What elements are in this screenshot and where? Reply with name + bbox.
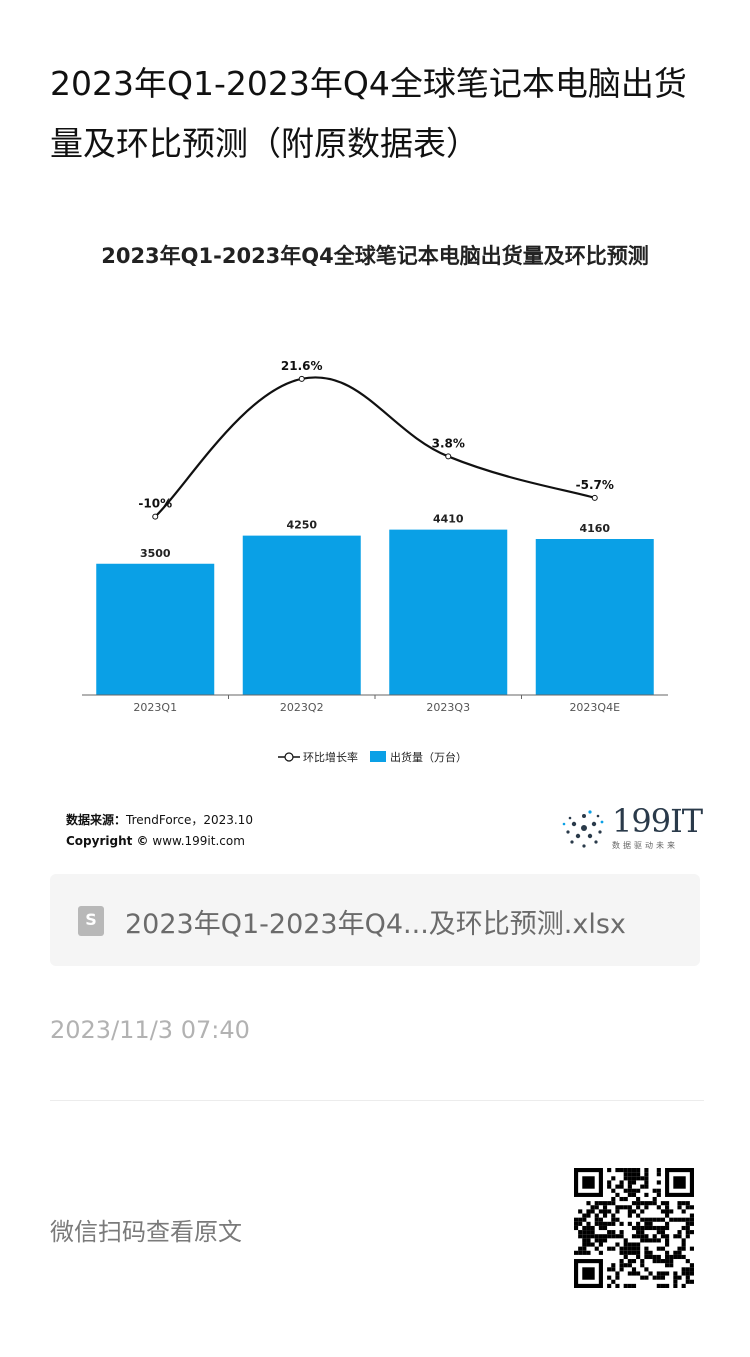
qr-code-image[interactable] xyxy=(574,1168,694,1288)
source-text: TrendForce，2023.10 xyxy=(126,813,253,827)
bar-value-label: 4410 xyxy=(433,513,464,526)
x-tick-label: 2023Q1 xyxy=(133,701,177,714)
brand-logo: 199IT 数据驱动未来 xyxy=(560,802,703,854)
qr-hint: 微信扫码查看原文 xyxy=(50,1218,242,1246)
chart-title: 2023年Q1-2023年Q4全球笔记本电脑出货量及环比预测 xyxy=(101,244,649,268)
legend-bar-swatch xyxy=(370,751,386,762)
chart-svg: 2023年Q1-2023年Q4全球笔记本电脑出货量及环比预测 3500 4250 4… xyxy=(82,244,668,764)
logo-text: 199IT xyxy=(612,802,703,840)
page-title: 2023年Q1-2023年Q4全球笔记本电脑出货量及环比预测（附原数据表） xyxy=(50,64,687,163)
copyright-label: Copyright © xyxy=(66,834,149,848)
data-source: 数据来源：TrendForce，2023.10 Copyright © www.… xyxy=(66,810,253,852)
chart: 2023年Q1-2023年Q4全球笔记本电脑出货量及环比预测 3500 4250 4… xyxy=(50,225,700,865)
bar-2023Q2 xyxy=(242,535,361,695)
legend-line-point xyxy=(284,752,294,762)
chart-legend: 环比增长率 出货量（万台） xyxy=(278,750,467,764)
growth-rate-label: -5.7% xyxy=(576,478,614,492)
growth-rate-label: 3.8% xyxy=(432,436,465,450)
growth-rate-point xyxy=(298,375,305,382)
x-tick-label: 2023Q3 xyxy=(426,701,470,714)
divider xyxy=(50,1100,704,1101)
logo-subtitle: 数据驱动未来 xyxy=(612,841,678,850)
bar-2023Q1 xyxy=(96,563,215,695)
growth-rate-label: 21.6% xyxy=(281,359,323,373)
x-tick-label: 2023Q2 xyxy=(280,701,324,714)
bar-2023Q4E xyxy=(535,539,654,695)
growth-rate-point xyxy=(591,494,598,501)
legend-label-shipments: 出货量（万台） xyxy=(390,750,467,764)
attachment-card[interactable]: 2023年Q1-2023年Q4...及环比预测.xlsx xyxy=(50,874,700,966)
growth-rate-point xyxy=(445,453,452,460)
post-date: 2023/11/3 07:40 xyxy=(50,1016,250,1044)
bar-2023Q3 xyxy=(389,529,508,695)
spreadsheet-file-icon xyxy=(78,906,104,936)
bar-value-label: 4160 xyxy=(579,522,610,535)
bar-value-label: 4250 xyxy=(286,519,317,532)
logo-dots-icon xyxy=(562,810,604,848)
bar-value-label: 3500 xyxy=(140,547,171,560)
growth-rate-point xyxy=(152,513,159,520)
growth-rate-line xyxy=(154,376,596,518)
attachment-filename[interactable]: 2023年Q1-2023年Q4...及环比预测.xlsx xyxy=(125,909,626,940)
legend-label-growth: 环比增长率 xyxy=(303,750,358,764)
growth-rate-label: -10% xyxy=(138,497,172,511)
copyright-text: www.199it.com xyxy=(152,834,245,848)
source-label: 数据来源： xyxy=(66,813,127,827)
x-tick-label: 2023Q4E xyxy=(569,701,620,714)
